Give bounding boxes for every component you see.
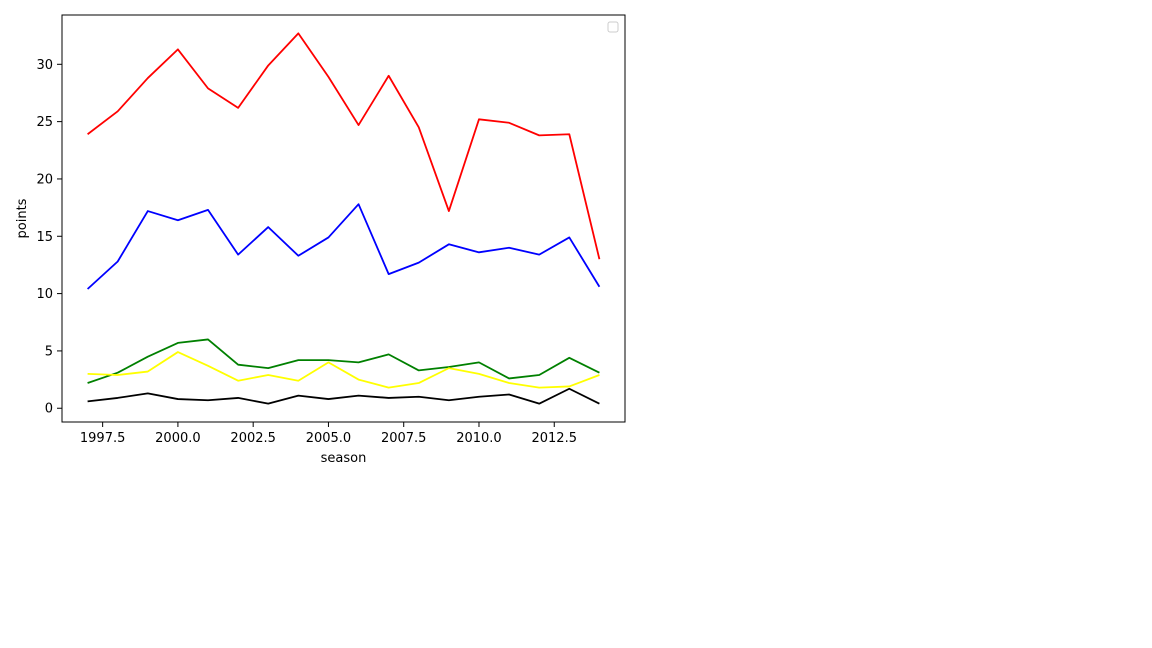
series-line-2 [86,203,601,290]
x-tick-label: 2005.0 [306,431,352,446]
series-line-4 [87,351,600,389]
y-axis-label: points [15,198,30,238]
y-axis-ticks: 0 5 10 15 20 25 30 [36,58,62,417]
x-tick-label: 2000.0 [155,431,201,446]
y-tick-label: 10 [36,287,53,302]
y-tick-label: 0 [45,402,53,417]
legend-box [607,21,619,33]
series-line-5 [87,387,600,405]
y-tick-label: 30 [36,58,53,73]
x-axis-label: season [321,451,367,466]
y-tick-label: 25 [36,115,53,130]
x-tick-label: 2002.5 [230,431,276,446]
x-tick-label: 2012.5 [531,431,577,446]
x-tick-label: 2007.5 [381,431,427,446]
y-tick-label: 15 [36,230,53,245]
plot-area [61,14,626,423]
y-tick-label: 20 [36,172,53,187]
x-tick-label: 2010.0 [456,431,502,446]
series-layer [86,32,601,405]
series-line-3 [87,338,600,384]
x-axis-ticks: 1997.5 2000.0 2002.5 2005.0 2007.5 2010.0 2012… [80,422,577,446]
series-line-1 [87,32,601,260]
x-tick-label: 1997.5 [80,431,126,446]
y-tick-label: 5 [45,344,53,359]
